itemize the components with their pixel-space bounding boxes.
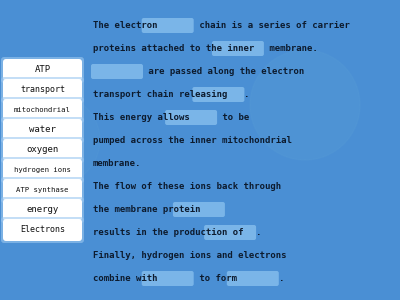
- Text: energy: energy: [26, 206, 59, 214]
- FancyBboxPatch shape: [3, 159, 82, 181]
- FancyBboxPatch shape: [204, 225, 256, 240]
- Text: are passed along the electron: are passed along the electron: [143, 67, 304, 76]
- FancyBboxPatch shape: [91, 64, 143, 79]
- Text: .: .: [279, 274, 284, 283]
- FancyBboxPatch shape: [3, 79, 82, 101]
- FancyBboxPatch shape: [212, 41, 264, 56]
- Circle shape: [250, 50, 360, 160]
- Circle shape: [10, 95, 100, 185]
- Text: to be: to be: [217, 113, 249, 122]
- FancyBboxPatch shape: [1, 77, 84, 103]
- FancyBboxPatch shape: [3, 119, 82, 141]
- FancyBboxPatch shape: [192, 87, 244, 102]
- FancyBboxPatch shape: [3, 99, 82, 121]
- Text: combine with: combine with: [93, 274, 163, 283]
- FancyBboxPatch shape: [227, 271, 279, 286]
- FancyBboxPatch shape: [1, 97, 84, 123]
- Text: transport: transport: [20, 85, 65, 94]
- Text: results in the production of: results in the production of: [93, 228, 249, 237]
- Text: ATP synthase: ATP synthase: [16, 187, 69, 193]
- FancyBboxPatch shape: [1, 57, 84, 83]
- FancyBboxPatch shape: [1, 197, 84, 223]
- FancyBboxPatch shape: [3, 59, 82, 81]
- Text: to form: to form: [194, 274, 242, 283]
- Text: membrane.: membrane.: [93, 159, 141, 168]
- FancyBboxPatch shape: [1, 117, 84, 143]
- FancyBboxPatch shape: [142, 271, 194, 286]
- FancyBboxPatch shape: [3, 219, 82, 241]
- FancyBboxPatch shape: [142, 18, 194, 33]
- FancyBboxPatch shape: [173, 202, 225, 217]
- Text: Finally, hydrogen ions and electrons: Finally, hydrogen ions and electrons: [93, 251, 286, 260]
- Text: The electron: The electron: [93, 21, 163, 30]
- Text: membrane.: membrane.: [264, 44, 318, 53]
- FancyBboxPatch shape: [1, 217, 84, 243]
- Text: ATP: ATP: [34, 65, 50, 74]
- FancyBboxPatch shape: [3, 199, 82, 221]
- Text: hydrogen ions: hydrogen ions: [14, 167, 71, 173]
- Text: proteins attached to the inner: proteins attached to the inner: [93, 44, 260, 53]
- Text: oxygen: oxygen: [26, 146, 59, 154]
- Text: The flow of these ions back through: The flow of these ions back through: [93, 182, 281, 191]
- Text: transport chain releasing: transport chain releasing: [93, 90, 233, 99]
- Text: This energy allows: This energy allows: [93, 113, 195, 122]
- Text: Electrons: Electrons: [20, 226, 65, 235]
- FancyBboxPatch shape: [1, 157, 84, 183]
- Text: .: .: [256, 228, 262, 237]
- FancyBboxPatch shape: [1, 137, 84, 163]
- FancyBboxPatch shape: [3, 139, 82, 161]
- Text: water: water: [29, 125, 56, 134]
- Text: the membrane protein: the membrane protein: [93, 205, 206, 214]
- FancyBboxPatch shape: [165, 110, 217, 125]
- Text: .: .: [244, 90, 250, 99]
- FancyBboxPatch shape: [1, 177, 84, 203]
- Text: pumped across the inner mitochondrial: pumped across the inner mitochondrial: [93, 136, 292, 145]
- Text: mitochondrial: mitochondrial: [14, 107, 71, 113]
- Text: chain is a series of carrier: chain is a series of carrier: [194, 21, 350, 30]
- FancyBboxPatch shape: [3, 179, 82, 201]
